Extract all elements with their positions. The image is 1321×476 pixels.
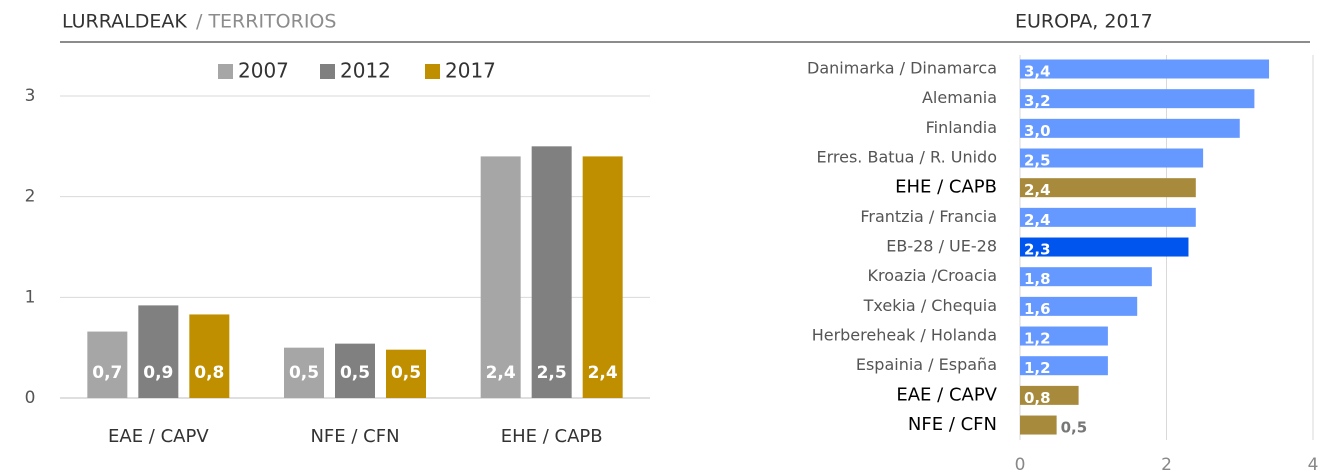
x-tick-label: 2 [1161, 455, 1172, 475]
y-tick-label: EB-28 / UE-28 [886, 237, 997, 256]
bar [1020, 385, 1079, 405]
data-label: 1,2 [1024, 359, 1051, 377]
chart-title: EUROPA, 2017 [1015, 11, 1153, 33]
bar [1020, 207, 1196, 227]
data-label: 0,7 [92, 363, 122, 383]
legend-label: 2017 [445, 59, 496, 83]
data-label: 3,4 [1024, 63, 1051, 81]
bar [1020, 237, 1189, 257]
y-tick-label: Danimarka / Dinamarca [807, 59, 997, 78]
data-label: 2,4 [486, 363, 516, 383]
data-label: 1,6 [1024, 300, 1051, 318]
x-tick-label: 4 [1308, 455, 1319, 475]
data-label: 0,8 [194, 363, 224, 383]
y-tick-label: Erres. Batua / R. Unido [816, 148, 997, 167]
data-label: 0,5 [340, 363, 370, 383]
bar [1020, 178, 1196, 198]
data-label: 2,5 [537, 363, 567, 383]
y-tick-label: 3 [25, 86, 36, 106]
y-tick-label: Kroazia /Croacia [868, 266, 997, 285]
x-tick-label: NFE / CFN [310, 426, 399, 447]
y-tick-label: 1 [25, 287, 36, 307]
data-label: 2,3 [1024, 241, 1051, 259]
y-tick-label: Frantzia / Francia [860, 207, 997, 226]
bar [189, 314, 230, 398]
data-label: 3,0 [1024, 122, 1051, 140]
y-tick-label: Finlandia [926, 118, 997, 137]
bar [480, 156, 521, 398]
legend-swatch [320, 64, 335, 79]
bar [1020, 415, 1057, 435]
y-tick-label: Txekia / Chequia [863, 296, 997, 315]
data-label: 0,9 [143, 363, 173, 383]
y-tick-label: Alemania [922, 88, 997, 107]
legend-swatch [218, 64, 233, 79]
bar [1020, 296, 1138, 316]
y-tick-label: NFE / CFN [908, 414, 997, 435]
bar [138, 305, 179, 398]
data-label: 0,5 [289, 363, 319, 383]
bar [1020, 118, 1240, 138]
bar [1020, 267, 1152, 287]
data-label: 1,8 [1024, 270, 1051, 288]
y-tick-label: EAE / CAPV [896, 384, 997, 405]
bar [582, 156, 623, 398]
data-label: 3,2 [1024, 92, 1051, 110]
x-tick-label: 0 [1015, 455, 1026, 475]
legend-label: 2007 [238, 59, 289, 83]
bar [1020, 59, 1270, 79]
data-label: 0,5 [391, 363, 421, 383]
legend-label: 2012 [340, 59, 391, 83]
bar [531, 146, 572, 398]
y-tick-label: Espainia / España [856, 355, 997, 374]
x-tick-label: EHE / CAPB [501, 426, 603, 447]
chart-subtitle: / TERRITORIOS [196, 11, 336, 33]
y-tick-label: 2 [25, 187, 36, 207]
bar [1020, 326, 1108, 346]
bar [284, 347, 324, 398]
data-label: 2,4 [1024, 211, 1051, 229]
bar [1020, 148, 1204, 168]
bar [1020, 89, 1255, 109]
x-tick-label: EAE / CAPV [108, 426, 209, 447]
bar [1020, 356, 1108, 376]
data-label: 0,8 [1024, 389, 1051, 407]
legend-swatch [425, 64, 440, 79]
y-tick-label: 0 [25, 388, 36, 408]
data-label: 2,5 [1024, 152, 1051, 170]
y-tick-label: Herbereheak / Holanda [812, 326, 997, 345]
bar [386, 349, 426, 398]
y-tick-label: EHE / CAPB [895, 177, 997, 198]
data-label: 0,5 [1061, 419, 1088, 437]
chart-title: LURRALDEAK [62, 11, 187, 33]
data-label: 1,2 [1024, 330, 1051, 348]
data-label: 2,4 [588, 363, 618, 383]
bar [87, 331, 128, 398]
bar [335, 343, 375, 398]
data-label: 2,4 [1024, 181, 1051, 199]
